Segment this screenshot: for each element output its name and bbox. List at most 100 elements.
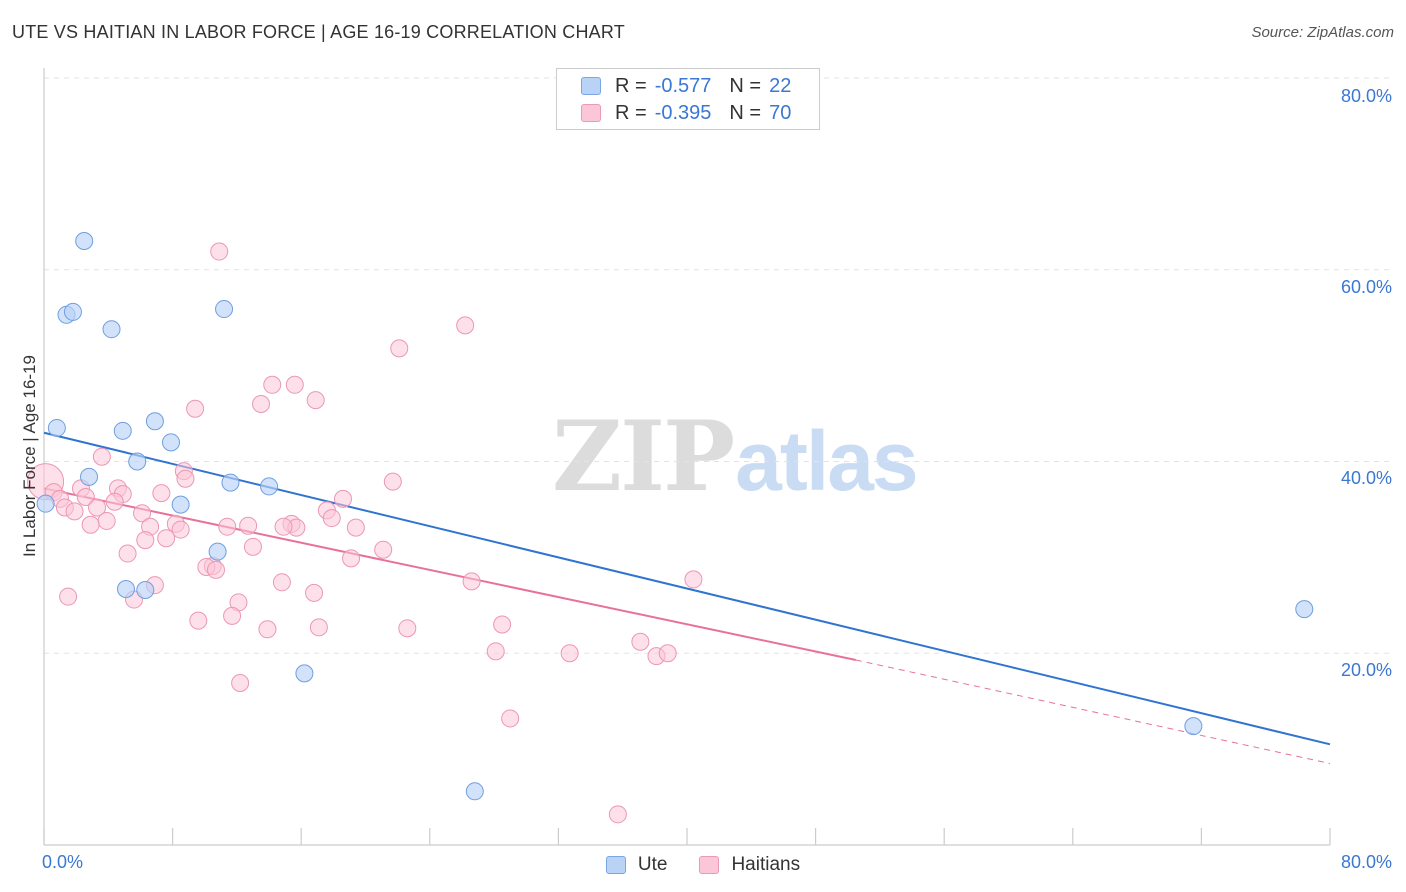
ute-point xyxy=(145,412,164,431)
ute-legend-swatch xyxy=(605,856,626,874)
ute-point xyxy=(260,477,279,496)
haitian-r-label: R = xyxy=(615,101,647,124)
haitian-point xyxy=(346,518,365,537)
haitian-point xyxy=(322,509,341,528)
legend-item-ute[interactable]: Ute xyxy=(605,854,668,876)
haitian-point xyxy=(186,399,205,418)
haitian-legend-label: Haitians xyxy=(731,854,801,875)
ute-point xyxy=(80,467,99,486)
haitian-swatch xyxy=(581,104,601,122)
ute-point xyxy=(63,302,82,321)
x-tick-min: 0.0% xyxy=(42,852,84,872)
ute-point xyxy=(47,418,66,437)
ute-n-label: N = xyxy=(729,74,762,97)
haitian-point xyxy=(342,549,361,568)
haitian-point xyxy=(76,487,95,506)
haitian-point xyxy=(243,537,262,556)
haitian-point xyxy=(305,583,324,602)
haitian-point xyxy=(210,242,229,261)
haitian-point xyxy=(88,498,107,517)
series-legend: Ute Haitians xyxy=(0,852,1406,878)
haitian-point xyxy=(608,805,627,824)
haitian-point xyxy=(333,489,352,508)
haitian-point xyxy=(136,531,155,550)
haitian-trend-line xyxy=(43,487,856,661)
ute-point xyxy=(102,320,121,339)
haitian-point xyxy=(97,511,116,530)
haitian-point xyxy=(189,611,208,630)
source-label: Source: ZipAtlas.com xyxy=(1251,24,1394,41)
haitian-n-value: 70 xyxy=(769,101,792,124)
haitian-point xyxy=(65,502,84,521)
ute-legend-label: Ute xyxy=(637,854,668,875)
ute-point xyxy=(221,473,240,492)
ute-point xyxy=(113,421,132,440)
legend-row-haitians: R = -0.395 N = 70 xyxy=(581,100,791,126)
haitian-point xyxy=(272,573,291,592)
ute-trend-line xyxy=(43,431,1331,746)
haitian-points xyxy=(27,242,703,824)
haitian-point xyxy=(152,484,171,503)
haitian-point xyxy=(118,544,137,563)
y-tick-80: 80.0% xyxy=(1340,86,1392,106)
haitian-point xyxy=(501,709,520,728)
haitian-point xyxy=(157,529,176,548)
haitian-point xyxy=(374,540,393,559)
haitian-point xyxy=(59,587,78,606)
haitian-point xyxy=(560,644,579,663)
haitian-point xyxy=(92,447,111,466)
haitian-point xyxy=(133,504,152,523)
y-tick-40: 40.0% xyxy=(1340,468,1392,488)
ute-n-value: 22 xyxy=(769,74,792,97)
haitian-point xyxy=(390,339,409,358)
haitian-point xyxy=(176,469,195,488)
ute-point xyxy=(1295,600,1314,619)
y-tick-60: 60.0% xyxy=(1340,277,1392,297)
haitian-point xyxy=(631,632,650,651)
axis-layer xyxy=(43,68,1331,846)
legend-item-haitians[interactable]: Haitians xyxy=(699,854,800,876)
haitian-point xyxy=(306,391,325,410)
ute-point xyxy=(171,495,190,514)
ute-r-label: R = xyxy=(615,74,647,97)
legend-row-ute: R = -0.577 N = 22 xyxy=(581,73,791,99)
ute-swatch xyxy=(581,77,601,95)
haitian-point xyxy=(383,472,402,491)
correlation-legend: R = -0.577 N = 22 R = -0.395 N = 70 xyxy=(556,68,820,130)
haitian-trend-extension xyxy=(855,659,1331,764)
ute-point xyxy=(136,580,155,599)
haitian-point xyxy=(263,375,282,394)
haitian-point xyxy=(231,673,250,692)
haitian-point xyxy=(252,394,271,413)
haitian-r-value: -0.395 xyxy=(654,101,712,124)
haitian-point xyxy=(462,572,481,591)
ute-points xyxy=(36,231,1314,801)
haitian-point xyxy=(218,517,237,536)
haitian-point xyxy=(223,606,242,625)
haitian-point xyxy=(239,516,258,535)
haitian-point xyxy=(684,570,703,589)
x-tick-max: 80.0% xyxy=(1340,852,1392,872)
haitian-legend-swatch xyxy=(699,856,720,874)
y-axis-label: In Labor Force | Age 16-19 xyxy=(20,355,39,557)
ute-r-value: -0.577 xyxy=(654,74,712,97)
ute-point xyxy=(1184,717,1203,736)
haitian-point xyxy=(398,619,417,638)
haitian-point xyxy=(456,316,475,335)
haitian-point xyxy=(105,492,124,511)
ute-point xyxy=(465,782,484,801)
ute-point xyxy=(295,664,314,683)
ute-point xyxy=(36,494,55,513)
haitian-point xyxy=(285,375,304,394)
ute-point xyxy=(128,452,147,471)
haitian-point xyxy=(486,642,505,661)
haitian-point xyxy=(207,560,226,579)
chart-title: UTE VS HAITIAN IN LABOR FORCE | AGE 16-1… xyxy=(12,22,625,42)
ute-point xyxy=(208,542,227,561)
ute-point xyxy=(161,433,180,452)
grid-layer xyxy=(44,77,1394,654)
haitian-point xyxy=(658,644,677,663)
haitian-point xyxy=(258,620,277,639)
ute-point xyxy=(215,300,234,319)
